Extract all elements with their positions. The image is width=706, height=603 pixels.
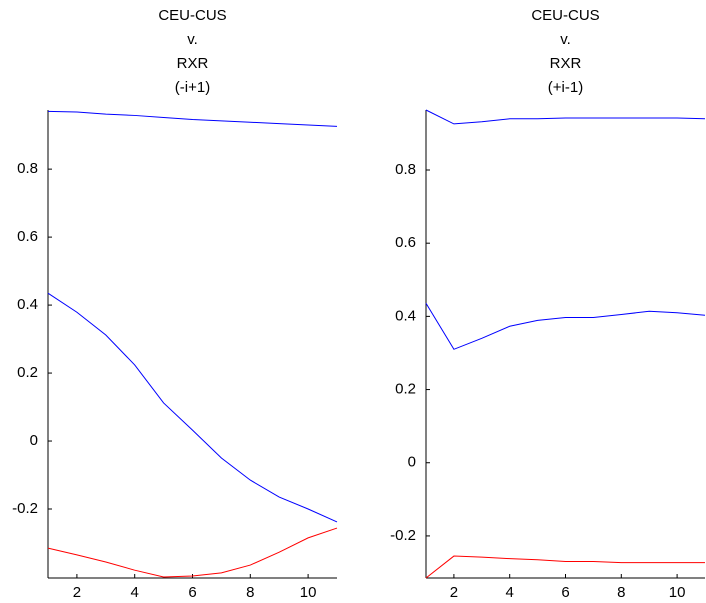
- y-tick-label: 0.8: [395, 161, 416, 178]
- chart-title: CEU-CUS: [531, 7, 599, 24]
- chart-title: RXR: [550, 55, 582, 72]
- x-tick-label: 4: [131, 584, 139, 601]
- data-line: [47, 292, 338, 523]
- y-tick-label: 0.2: [17, 364, 38, 381]
- y-tick-label: 0: [30, 432, 38, 449]
- y-tick-label: 0.8: [17, 160, 38, 177]
- y-tick-label: 0: [408, 454, 416, 471]
- y-tick-label: -0.2: [390, 527, 416, 544]
- x-tick-label: 6: [188, 584, 196, 601]
- y-tick-label: 0.4: [395, 307, 416, 324]
- x-tick-label: 2: [73, 584, 81, 601]
- data-line: [425, 109, 706, 125]
- chart-title: RXR: [177, 55, 209, 72]
- chart-title: v.: [187, 31, 198, 48]
- x-tick-label: 6: [561, 584, 569, 601]
- y-tick-label: 0.6: [395, 234, 416, 251]
- y-tick-label: 0.4: [17, 296, 38, 313]
- chart-title: CEU-CUS: [158, 7, 226, 24]
- x-tick-label: 4: [506, 584, 514, 601]
- y-tick-label: 0.6: [17, 228, 38, 245]
- data-line: [47, 527, 338, 578]
- x-tick-label: 10: [300, 584, 317, 601]
- x-tick-label: 8: [617, 584, 625, 601]
- data-line: [425, 555, 705, 579]
- chart-title: v.: [560, 31, 571, 48]
- chart-title: (+i-1): [548, 79, 583, 96]
- x-tick-label: 8: [246, 584, 254, 601]
- data-line: [425, 302, 706, 350]
- y-tick-label: 0.2: [395, 381, 416, 398]
- data-line: [47, 110, 338, 127]
- x-tick-label: 2: [450, 584, 458, 601]
- chart-title: (-i+1): [175, 79, 210, 96]
- y-tick-label: -0.2: [12, 500, 38, 517]
- x-tick-label: 10: [669, 584, 686, 601]
